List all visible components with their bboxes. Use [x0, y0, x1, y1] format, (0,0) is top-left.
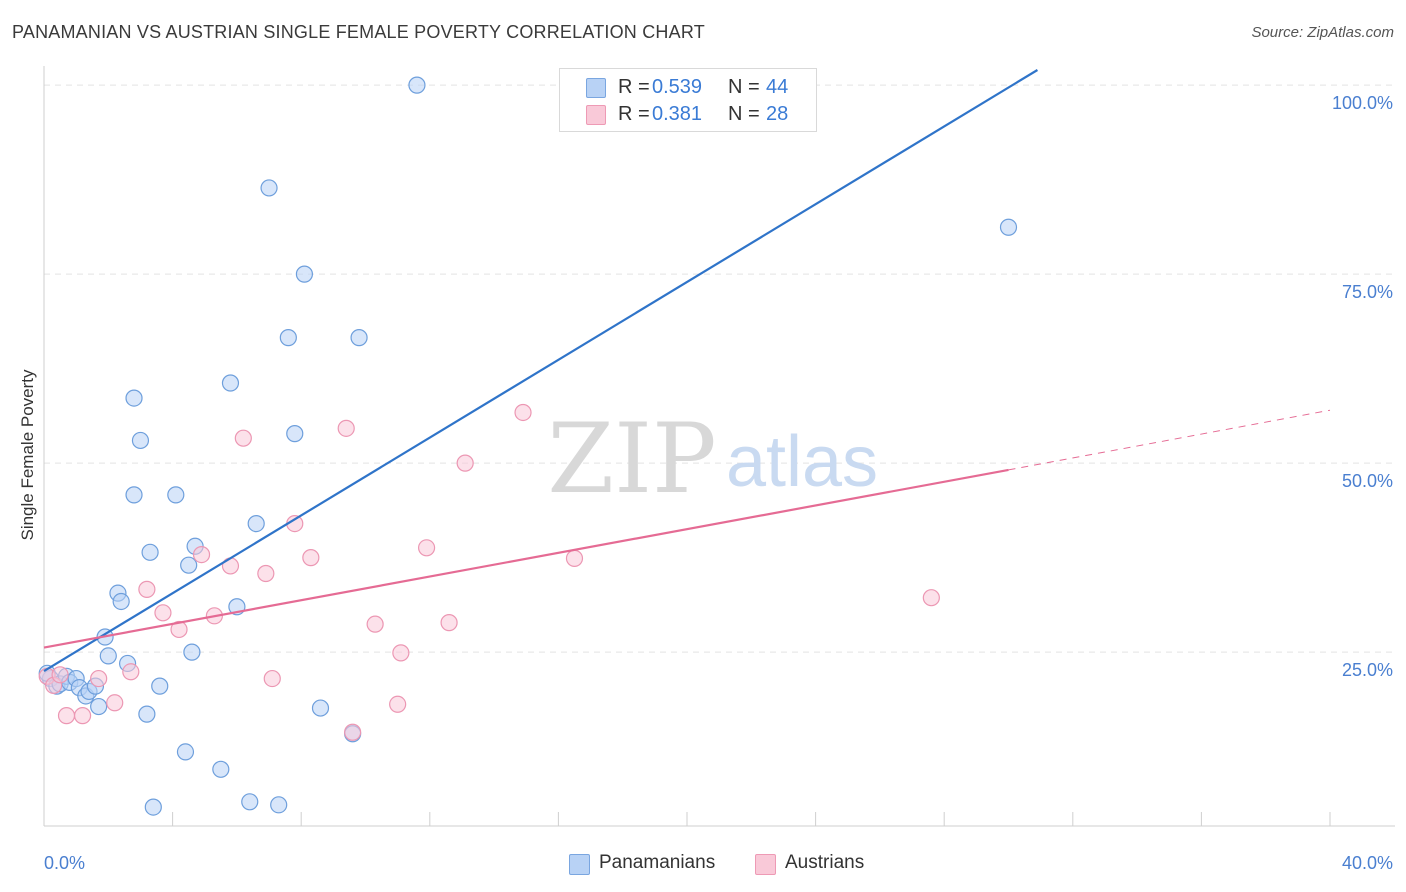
- data-point: [141, 543, 159, 561]
- legend-swatch-austrians: [755, 854, 776, 875]
- data-point: [270, 796, 288, 814]
- data-point: [212, 760, 230, 778]
- axes: [43, 66, 1395, 827]
- data-point: [138, 580, 156, 598]
- y-tick-label: 25.0%: [1342, 660, 1393, 680]
- data-point: [241, 793, 259, 811]
- data-point: [311, 699, 330, 717]
- legend-r-label: R =: [618, 76, 650, 98]
- data-point: [565, 549, 584, 567]
- legend-label-panamanians: Panamanians: [599, 852, 716, 873]
- data-point: [302, 549, 320, 567]
- data-point: [221, 374, 240, 392]
- legend-row-panamanians: R = 0.539 N = 44: [560, 74, 816, 100]
- data-point: [125, 486, 143, 504]
- data-point: [260, 179, 278, 197]
- data-point: [417, 539, 436, 557]
- legend-n-value: 28: [766, 103, 789, 125]
- y-tick-label: 50.0%: [1342, 471, 1393, 491]
- trendline-austrians-extension: [1008, 409, 1331, 471]
- data-point: [112, 592, 130, 611]
- data-point: [90, 669, 108, 688]
- data-point: [167, 486, 185, 504]
- data-point: [392, 644, 410, 662]
- watermark: ZIP atlas: [547, 403, 878, 515]
- data-point: [176, 743, 195, 761]
- y-axis-label: Single Female Poverty: [18, 369, 37, 541]
- data-point: [286, 425, 304, 443]
- trendline-austrians: [43, 468, 1009, 649]
- data-point: [122, 663, 140, 681]
- data-point: [366, 615, 384, 633]
- legend-n-value: 44: [766, 76, 789, 98]
- data-point: [999, 218, 1018, 236]
- data-point: [247, 514, 265, 533]
- trendline-panamanians: [43, 69, 1039, 672]
- data-point: [151, 677, 169, 695]
- data-point: [922, 589, 940, 607]
- data-point: [408, 76, 426, 94]
- legend-r-value: 0.539: [652, 76, 703, 98]
- data-point: [180, 556, 198, 574]
- watermark-zip: ZIP: [547, 403, 716, 515]
- data-point: [99, 647, 117, 665]
- series-austrians: [38, 403, 940, 741]
- legend-row-austrians: R = 0.381 N = 28: [560, 101, 816, 127]
- x-tick-label-min: 0.0%: [44, 853, 85, 873]
- data-point: [125, 389, 143, 407]
- data-point: [144, 798, 162, 816]
- legend-swatch-blue: [586, 78, 606, 98]
- data-point: [106, 694, 124, 712]
- data-point: [170, 620, 188, 639]
- data-point: [192, 545, 211, 564]
- legend-swatch-pink: [586, 105, 606, 125]
- legend-n-label: N =: [728, 103, 760, 125]
- data-point: [257, 564, 275, 583]
- data-point: [154, 604, 172, 622]
- legend-n-label: N =: [728, 76, 760, 98]
- legend-r-value: 0.381: [652, 103, 703, 125]
- grid-lines: [44, 84, 1395, 653]
- data-point: [183, 643, 201, 661]
- trend-lines: [43, 69, 1331, 672]
- data-point: [514, 403, 532, 422]
- data-point: [57, 707, 76, 725]
- data-point: [73, 707, 92, 725]
- source-label: Source: ZipAtlas.com: [1251, 24, 1394, 41]
- legend-label-austrians: Austrians: [785, 852, 865, 873]
- data-point: [440, 614, 458, 632]
- chart-title: PANAMANIAN VS AUSTRIAN SINGLE FEMALE POV…: [12, 22, 705, 42]
- data-point: [344, 723, 362, 741]
- legend-r-label: R =: [618, 103, 650, 125]
- series-legend: Panamanians Austrians: [0, 852, 1406, 876]
- data-point: [279, 329, 297, 347]
- y-tick-label: 75.0%: [1342, 282, 1393, 302]
- data-point: [350, 329, 368, 347]
- data-point: [131, 431, 150, 450]
- y-tick-label: 100.0%: [1332, 93, 1393, 113]
- data-point: [51, 666, 69, 684]
- data-point: [263, 669, 281, 688]
- legend-swatch-panamanians: [569, 854, 590, 875]
- data-point: [337, 419, 355, 437]
- correlation-legend: R = 0.539 N = 44 R = 0.381 N = 28: [559, 68, 817, 132]
- data-point: [456, 454, 474, 472]
- data-point: [90, 697, 108, 716]
- data-point: [138, 705, 156, 723]
- watermark-atlas: atlas: [726, 422, 878, 502]
- x-tick-label-max: 40.0%: [1342, 853, 1393, 873]
- tick-labels: 25.0% 50.0% 75.0% 100.0% 0.0% 40.0%: [44, 93, 1393, 873]
- data-point: [389, 695, 407, 713]
- data-point: [295, 265, 314, 283]
- data-point: [234, 429, 252, 447]
